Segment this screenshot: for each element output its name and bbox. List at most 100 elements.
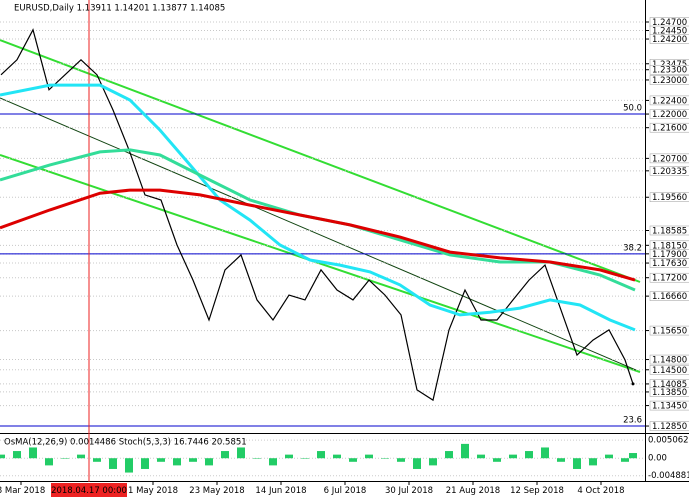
osma-bar [429,458,437,466]
y-tick-label: 1.23475 [652,60,687,70]
y-tick-label: 1.13450 [652,402,687,412]
x-tick-label: 23 May 2018 [189,486,244,496]
y-tick-label: 1.23300 [652,66,687,76]
osma-bar [237,447,245,459]
y-tick-label: 1.17900 [652,250,687,260]
osma-bar [509,454,517,459]
y-tick-bg [649,95,689,106]
osma-bar [221,451,229,459]
osma-bar [301,458,309,459]
osma-bar [173,458,181,466]
indicator-tick-label: -0.004881 [648,471,689,481]
y-tick-label: 1.16660 [652,292,687,302]
osma-bar [157,458,165,462]
osma-bar [605,454,613,459]
y-tick-label: 1.14085 [652,380,687,390]
indicator-tick-label: 0.00 [648,454,667,464]
y-tick-bg [649,387,689,397]
x-tick-label: 6 Jul 2018 [324,486,367,496]
y-tick-bg [649,421,689,431]
x-tick-label: 21 Aug 2018 [446,486,500,496]
osma-bar [29,447,37,459]
y-tick-bg [649,64,689,75]
y-tick-label: 1.20335 [652,167,687,177]
osma-bar [125,458,133,473]
moving-average [0,188,636,282]
channel-mid [0,97,637,371]
osma-bar [205,458,213,466]
osma-bar [629,453,637,459]
osma-bar [77,454,85,459]
moving-average [0,83,636,332]
y-tick-bg [649,75,689,85]
crosshair-label-bg [51,483,127,497]
y-tick-label: 1.24700 [652,18,687,28]
y-tick-bg [649,192,689,202]
osma-bar [0,454,5,459]
y-tick-bg [649,153,689,164]
osma-bar [621,458,629,462]
y-tick-label: 1.12850 [652,422,687,432]
y-tick-label: 1.22000 [652,110,687,120]
y-tick-bg [649,400,689,411]
osma-bar [61,458,69,459]
y-tick-label: 1.14800 [652,356,687,366]
y-tick-label: 1.23000 [652,76,687,86]
y-tick-label: 1.18585 [652,226,687,236]
x-tick-label: 12 Sep 2018 [510,486,564,496]
osma-bar [269,458,277,466]
y-tick-label: 1.21600 [652,124,687,134]
y-tick-label: 1.17630 [652,259,687,269]
osma-bar [93,458,101,462]
osma-bar [45,458,53,466]
x-tick-label: 8 Mar 2018 [0,486,45,496]
x-tick-label: 14 Jun 2018 [255,486,306,496]
y-tick-bg [649,258,689,268]
osma-bar [413,458,421,469]
osma-bar [13,451,21,459]
y-tick-bg [649,365,689,375]
y-tick-label: 1.18150 [652,241,687,251]
osma-bar [349,458,357,462]
osma-bar [461,443,469,459]
y-tick-bg [649,166,689,176]
x-tick-label: 1 May 2018 [128,486,178,496]
chart-title: EURUSD,Daily 1.13911 1.14201 1.13877 1.1… [14,4,225,14]
osma-bar [493,458,501,462]
osma-bar [477,454,485,459]
y-tick-bg [649,109,689,119]
osma-bar [253,458,261,459]
y-tick-label: 1.19560 [652,193,687,203]
channel-upper [0,39,641,283]
fib-label: 38.2 [623,243,642,253]
last-price [631,382,635,386]
osma-bar [445,451,453,459]
y-tick-label: 1.15650 [652,327,687,337]
y-tick-label: 1.13850 [652,388,687,398]
y-tick-bg [649,291,689,301]
indicator-tick-label: 0.005062 [648,436,689,446]
y-tick-label: 1.14500 [652,366,687,376]
osma-bar [317,451,325,459]
osma-bar [189,458,197,462]
x-tick-label: 4 Oct 2018 [577,486,624,496]
osma-bar [141,458,149,469]
y-tick-label: 1.24450 [652,27,687,37]
osma-bar [381,458,389,459]
y-tick-label: 1.17200 [652,274,687,284]
indicator-title: OsMA(12,26,9) 0.0014486 Stoch(5,3,3) 16.… [4,438,247,448]
osma-bar [525,451,533,459]
fib-label: 50.0 [623,104,642,114]
y-tick-label: 1.20700 [652,154,687,164]
y-tick-bg [649,354,689,365]
osma-bar [557,458,565,462]
osma-bar [589,458,597,466]
y-tick-label: 1.24200 [652,35,687,45]
osma-bar [333,454,341,459]
y-tick-label: 1.22400 [652,96,687,106]
x-tick-label: 30 Jul 2018 [385,486,433,496]
osma-bar [541,447,549,459]
osma-bar [285,454,293,459]
